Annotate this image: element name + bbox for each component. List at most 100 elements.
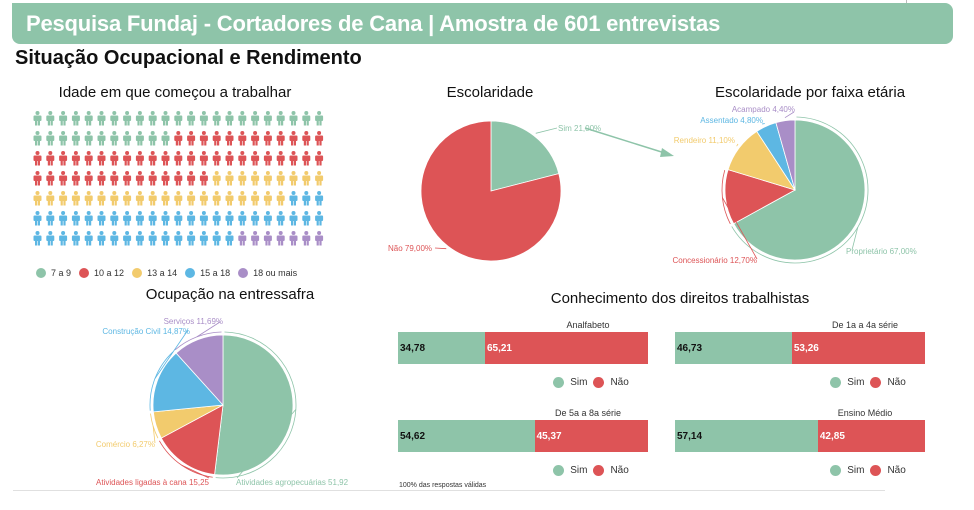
- person-icon: [161, 171, 170, 186]
- legend-label-nao: Não: [610, 377, 629, 388]
- person-icon: [315, 191, 324, 206]
- person-icon: [187, 211, 196, 226]
- person-icon: [110, 111, 119, 126]
- person-icon: [33, 211, 42, 226]
- person-icon: [97, 111, 106, 126]
- pie-label: Proprietário 67,00%: [846, 247, 917, 256]
- person-icon: [123, 151, 132, 166]
- person-icon: [199, 131, 208, 146]
- pie-slice-concession-rio: [724, 169, 797, 225]
- legend-label-sim: Sim: [847, 465, 865, 476]
- person-icon: [238, 171, 247, 186]
- person-icon: [289, 231, 298, 246]
- person-icon: [148, 191, 157, 206]
- legend-label-sim: Sim: [570, 377, 588, 388]
- pie-label: Não 79,00%: [388, 244, 432, 253]
- person-icon: [174, 151, 183, 166]
- bar-segment-sim: 57,14: [675, 420, 818, 452]
- pie-bracket: [150, 413, 159, 439]
- person-icon: [135, 151, 144, 166]
- legend-dot-18oumais: [238, 268, 249, 278]
- person-icon: [110, 191, 119, 206]
- pie-leader-line: [784, 111, 795, 119]
- person-icon: [174, 171, 183, 186]
- legend-dot-13a14: [132, 268, 143, 278]
- person-icon: [135, 191, 144, 206]
- person-icon: [123, 211, 132, 226]
- person-icon: [33, 191, 42, 206]
- person-icon: [225, 191, 234, 206]
- chart-title-direitos: Conhecimento dos direitos trabalhistas: [550, 290, 810, 307]
- pie-leader-line: [152, 426, 156, 444]
- person-icon: [315, 171, 324, 186]
- chart-title-faixa: Escolaridade por faixa etária: [714, 84, 906, 101]
- person-icon: [187, 231, 196, 246]
- person-icon: [212, 211, 221, 226]
- pie-slice-sim: [490, 120, 560, 192]
- legend-dot-nao: [870, 377, 882, 388]
- person-icon: [84, 231, 93, 246]
- bar-group-title: De 1a a 4a série: [831, 320, 899, 330]
- legend-label: 15 a 18: [200, 268, 231, 278]
- legend-dot-sim: [553, 465, 565, 476]
- legend-dot-15a18: [185, 268, 196, 278]
- person-icon: [97, 151, 106, 166]
- person-icon: [135, 211, 144, 226]
- person-icon: [225, 211, 234, 226]
- person-icon: [84, 171, 93, 186]
- person-icon: [212, 231, 221, 246]
- person-icon: [33, 231, 42, 246]
- bar-value-nao: 65,21: [486, 342, 512, 354]
- bar-legend: Sim Não: [398, 377, 778, 388]
- person-icon: [187, 171, 196, 186]
- pie-label: Assentado 4,80%: [700, 116, 763, 125]
- person-icon: [46, 131, 55, 146]
- person-icon: [33, 111, 42, 126]
- person-icon: [123, 191, 132, 206]
- pie-label: Concessionário 12,70%: [673, 256, 758, 265]
- person-icon: [161, 191, 170, 206]
- person-icon: [289, 171, 298, 186]
- stacked-bar: 57,14 42,85: [675, 420, 925, 452]
- person-icon: [225, 151, 234, 166]
- person-icon: [225, 131, 234, 146]
- pie-leader-line: [154, 329, 189, 379]
- person-icon: [225, 171, 234, 186]
- person-icon: [225, 231, 234, 246]
- person-icon: [148, 111, 157, 126]
- pie-leader-line: [535, 127, 558, 134]
- bar-segment-sim: 46,73: [675, 332, 792, 364]
- person-icon: [46, 151, 55, 166]
- person-icon: [174, 231, 183, 246]
- person-icon: [97, 131, 106, 146]
- person-icon: [263, 211, 272, 226]
- person-icon: [148, 151, 157, 166]
- person-icon: [123, 131, 132, 146]
- bottom-divider: [13, 490, 885, 491]
- person-icon: [276, 171, 285, 186]
- person-icon: [148, 231, 157, 246]
- pie-bracket: [731, 116, 869, 264]
- person-icon: [289, 111, 298, 126]
- pie-label: Acampado 4,40%: [732, 105, 795, 114]
- person-icon: [212, 131, 221, 146]
- pie-leader-line: [181, 464, 210, 479]
- person-icon: [315, 111, 324, 126]
- bar-value-nao: 42,85: [819, 430, 845, 442]
- bar-value-sim: 57,14: [677, 430, 703, 442]
- person-icon: [135, 111, 144, 126]
- person-icon: [276, 191, 285, 206]
- pictogram-legend: 7 a 9 10 a 12 13 a 14 15 a 18 18 ou mais: [28, 268, 297, 278]
- bar-legend: Sim Não: [675, 465, 974, 476]
- person-icon: [59, 211, 68, 226]
- person-icon: [238, 151, 247, 166]
- person-icon: [71, 171, 80, 186]
- person-icon: [251, 231, 260, 246]
- person-icon: [46, 171, 55, 186]
- person-icon: [199, 151, 208, 166]
- stacked-bar: 34,78 65,21: [398, 332, 648, 364]
- person-icon: [302, 211, 311, 226]
- bar-segment-sim: 34,78: [398, 332, 485, 364]
- person-icon: [199, 111, 208, 126]
- pie-label: Serviços 11,69%: [164, 317, 223, 326]
